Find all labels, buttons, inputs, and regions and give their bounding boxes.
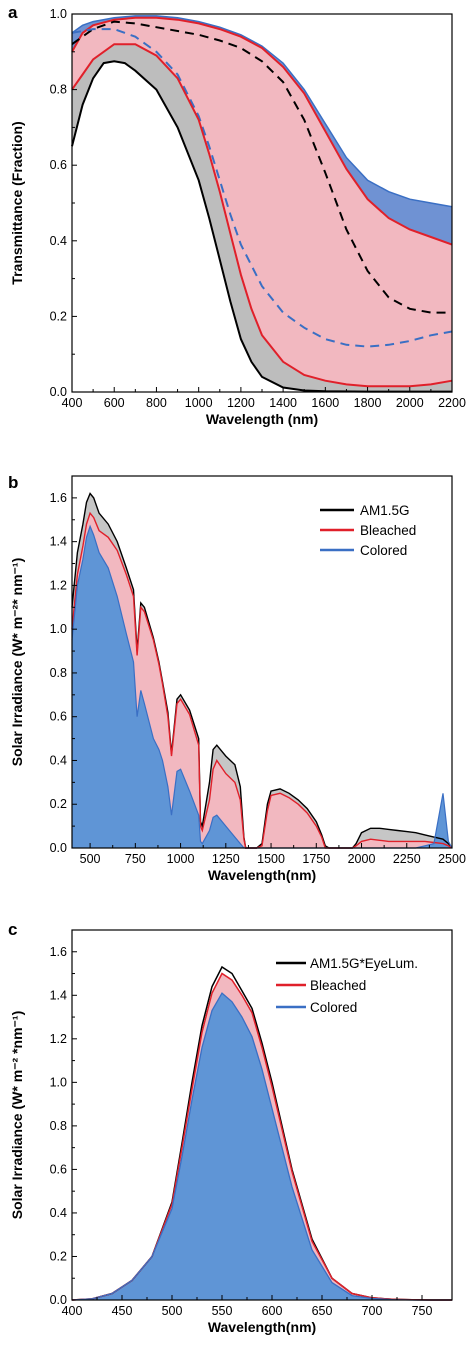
legend: AM1.5G*EyeLum. Bleached Colored: [276, 956, 418, 1015]
x-tick-label: 2250: [393, 852, 421, 866]
red-upper-line: [71, 16, 453, 246]
x-tick-label: 500: [80, 852, 101, 866]
x-tick-label: 1250: [212, 852, 240, 866]
y-tick-label: 0.6: [50, 158, 67, 172]
y-tick-label: 0.8: [50, 1119, 67, 1133]
y-tick-label: 0.0: [50, 385, 67, 399]
y-tick-label: 1.4: [50, 988, 67, 1002]
blue-dashed-line: [71, 28, 453, 348]
legend-label: AM1.5G: [360, 503, 410, 518]
y-tick-label: 1.0: [50, 1075, 67, 1089]
y-axis-title: Transmittance (Fraction): [9, 121, 25, 284]
x-tick-label: 700: [362, 1304, 383, 1318]
x-tick-label: 550: [212, 1304, 233, 1318]
x-axis-title: Wavelength (nm): [206, 411, 318, 427]
panel-b-solar-irradiance: b 500 750 1000 1250 1500 1750 2000 2250 2500 0.0 0…: [8, 473, 466, 883]
x-tick-label: 1600: [311, 396, 339, 410]
y-tick-label: 0.4: [50, 753, 67, 767]
y-tick-label: 1.0: [50, 7, 67, 21]
y-tick-label: 1.0: [50, 622, 67, 636]
y-tick-label: 0.0: [50, 841, 67, 855]
pink-band: [72, 17, 452, 387]
x-tick-label: 800: [146, 396, 167, 410]
y-tick-label: 1.2: [50, 578, 67, 592]
legend-label: Colored: [310, 1000, 357, 1015]
x-tick-label: 400: [62, 1304, 83, 1318]
x-axis-title: Wavelength(nm): [208, 867, 316, 883]
panel-a-transmittance: a 400 600 800 1000 1200 1400 1600 1800 2000 2200 0…: [8, 3, 466, 427]
y-tick-label: 0.8: [50, 666, 67, 680]
panel-c-eye-weighted-irradiance: c 400 450 500 550 600 650 700 750 0.0 0.2 0.4 0.6 0.…: [8, 920, 453, 1335]
x-tick-label: 1800: [354, 396, 382, 410]
red-lower-line: [71, 43, 453, 388]
y-tick-label: 1.2: [50, 1032, 67, 1046]
y-tick-label: 0.0: [50, 1293, 67, 1307]
legend-label: Bleached: [360, 523, 416, 538]
colored-fill: [72, 526, 452, 848]
legend-label: Bleached: [310, 978, 366, 993]
x-tick-label: 750: [125, 852, 146, 866]
black-dashed-line: [71, 20, 452, 314]
y-tick-label: 1.6: [50, 491, 67, 505]
x-tick-label: 750: [412, 1304, 433, 1318]
x-tick-label: 1500: [257, 852, 285, 866]
x-tick-label: 650: [312, 1304, 333, 1318]
y-axis-title: Solar Irradiance (W* m⁻² *nm⁻¹): [9, 1011, 25, 1219]
bleached-line: [71, 511, 453, 849]
x-tick-label: 2500: [438, 852, 466, 866]
y-tick-label: 0.4: [50, 1206, 67, 1220]
x-tick-label: 600: [262, 1304, 283, 1318]
plot-frame: [71, 475, 453, 849]
y-tick-label: 0.4: [50, 234, 67, 248]
x-tick-label: 2000: [348, 852, 376, 866]
blue-upper-line: [71, 15, 453, 208]
y-tick-label: 0.2: [50, 1249, 67, 1263]
x-tick-label: 2000: [396, 396, 424, 410]
x-tick-label: 400: [62, 396, 83, 410]
y-tick-label: 1.4: [50, 535, 67, 549]
panel-letter-a: a: [8, 3, 18, 22]
x-axis-title: Wavelength(nm): [208, 1319, 316, 1335]
x-tick-label: 1000: [185, 396, 213, 410]
panel-letter-b: b: [8, 473, 18, 492]
legend-label: Colored: [360, 543, 407, 558]
x-tick-label: 2200: [438, 396, 466, 410]
y-tick-label: 0.2: [50, 797, 67, 811]
panel-letter-c: c: [8, 920, 17, 939]
black-solid-line: [71, 60, 452, 393]
y-tick-label: 0.6: [50, 710, 67, 724]
y-tick-label: 1.6: [50, 945, 67, 959]
x-tick-label: 1200: [227, 396, 255, 410]
legend: AM1.5G Bleached Colored: [320, 503, 416, 558]
bleached-fill: [72, 513, 452, 848]
x-tick-label: 1400: [269, 396, 297, 410]
x-tick-label: 450: [112, 1304, 133, 1318]
y-axis-title: Solar Irradiance (W* m⁻²* nm⁻¹): [9, 558, 25, 766]
x-tick-label: 600: [104, 396, 125, 410]
x-tick-label: 1000: [167, 852, 195, 866]
plot-frame: [71, 929, 453, 1301]
colored-fill: [72, 993, 452, 1300]
x-tick-label: 500: [162, 1304, 183, 1318]
y-tick-label: 0.2: [50, 309, 67, 323]
blue-band: [72, 15, 452, 245]
y-tick-label: 0.8: [50, 83, 67, 97]
legend-label: AM1.5G*EyeLum.: [310, 956, 418, 971]
y-tick-label: 0.6: [50, 1162, 67, 1176]
x-tick-label: 1750: [302, 852, 330, 866]
